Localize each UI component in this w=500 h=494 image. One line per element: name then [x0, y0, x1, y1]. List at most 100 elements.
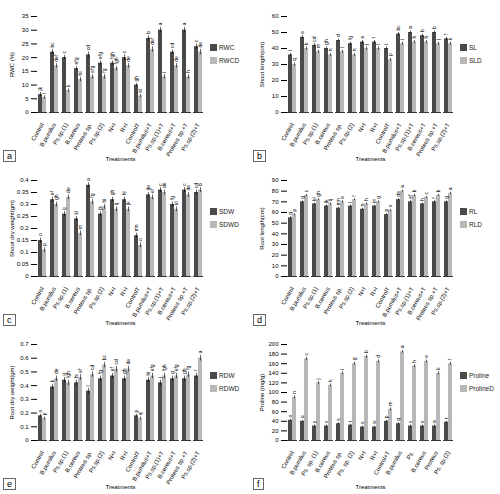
svg-text:q: q	[395, 418, 401, 421]
svg-text:hi: hi	[77, 71, 83, 75]
svg-text:0: 0	[275, 109, 279, 115]
svg-text:l: l	[375, 44, 381, 45]
svg-text:g: g	[299, 196, 305, 199]
svg-text:fgh: fgh	[113, 57, 119, 64]
svg-text:40: 40	[272, 45, 279, 51]
svg-text:N+I: N+I	[357, 286, 367, 298]
svg-text:B.cereus: B.cereus	[410, 450, 427, 474]
svg-text:l: l	[347, 202, 353, 203]
svg-text:60: 60	[272, 409, 279, 415]
svg-text:Proteus sp.: Proteus sp.	[323, 286, 344, 316]
svg-text:0.2: 0.2	[20, 225, 29, 231]
svg-text:i: i	[161, 72, 167, 73]
svg-text:0: 0	[25, 109, 29, 115]
svg-text:o: o	[37, 233, 43, 236]
svg-text:0.4: 0.4	[20, 177, 29, 183]
svg-text:140: 140	[268, 370, 279, 376]
svg-text:gh: gh	[53, 194, 59, 200]
svg-text:h: h	[411, 360, 417, 363]
svg-text:cd: cd	[85, 45, 91, 51]
svg-text:x: x	[359, 421, 365, 424]
svg-text:o: o	[137, 238, 143, 241]
svg-text:n: n	[351, 48, 357, 51]
svg-text:h: h	[185, 70, 191, 73]
svg-text:a: a	[157, 22, 163, 25]
svg-text:Root length(cm): Root length(cm)	[259, 207, 265, 250]
svg-text:j: j	[363, 44, 369, 46]
svg-text:N+I: N+I	[107, 286, 117, 298]
svg-text:f: f	[351, 195, 357, 197]
svg-text:Ps.sp.(2): Ps.sp.(2)	[88, 286, 105, 310]
svg-text:bc: bc	[49, 42, 55, 48]
svg-text:50: 50	[272, 220, 279, 226]
svg-text:kl: kl	[311, 197, 317, 201]
svg-text:c: c	[193, 39, 199, 42]
svg-text:c: c	[61, 50, 67, 53]
svg-text:B.pumilus: B.pumilus	[385, 450, 403, 476]
svg-text:Treatments: Treatments	[105, 156, 135, 162]
svg-text:20: 20	[272, 77, 279, 83]
svg-text:o: o	[387, 204, 393, 207]
svg-text:f: f	[193, 369, 199, 371]
svg-text:h: h	[419, 198, 425, 201]
svg-text:Shoot length(cm): Shoot length(cm)	[259, 42, 265, 88]
svg-text:mn: mn	[133, 224, 139, 231]
svg-text:50: 50	[272, 29, 279, 35]
svg-text:ef: ef	[407, 194, 413, 199]
svg-text:R+I: R+I	[119, 122, 129, 134]
svg-text:i: i	[339, 369, 345, 370]
svg-text:w: w	[371, 420, 377, 424]
svg-text:cd: cd	[89, 364, 95, 370]
svg-text:q: q	[137, 412, 143, 415]
svg-text:b: b	[431, 26, 437, 29]
svg-text:Ps. sp.(2): Ps. sp.(2)	[433, 450, 451, 475]
svg-text:gh: gh	[121, 368, 127, 374]
svg-text:0.15: 0.15	[17, 237, 29, 243]
svg-text:b: b	[363, 350, 369, 353]
svg-text:bc: bc	[101, 355, 107, 361]
svg-text:Ps.sp.(2): Ps.sp.(2)	[338, 286, 355, 310]
svg-text:w: w	[431, 419, 437, 423]
svg-text:120: 120	[268, 380, 279, 386]
svg-text:p: p	[41, 243, 47, 246]
svg-text:fg: fg	[89, 193, 95, 197]
svg-text:b: b	[411, 189, 417, 192]
svg-text:Ps.sp.(2): Ps.sp.(2)	[338, 122, 355, 146]
svg-text:s: s	[335, 418, 341, 421]
svg-text:Root dry weight(gm): Root dry weight(gm)	[9, 365, 15, 419]
svg-text:ij: ij	[61, 207, 67, 209]
svg-text:30: 30	[272, 241, 279, 247]
svg-text:0.3: 0.3	[20, 201, 29, 207]
svg-text:80: 80	[272, 399, 279, 405]
svg-text:efg: efg	[173, 364, 179, 371]
svg-text:f: f	[371, 37, 377, 39]
svg-text:ef: ef	[77, 368, 83, 373]
svg-text:e: e	[359, 36, 365, 39]
svg-text:Treatments: Treatments	[105, 320, 135, 326]
svg-text:de: de	[65, 187, 71, 193]
svg-text:gh: gh	[323, 39, 329, 45]
svg-text:de: de	[197, 42, 203, 48]
svg-text:f: f	[443, 33, 449, 35]
svg-text:i: i	[399, 39, 405, 40]
svg-text:gh: gh	[315, 191, 321, 197]
svg-text:t: t	[347, 420, 353, 422]
svg-text:160: 160	[268, 361, 279, 367]
svg-text:N+I: N+I	[107, 122, 117, 134]
svg-text:gh: gh	[109, 190, 115, 196]
svg-text:a: a	[181, 22, 187, 25]
svg-text:kl: kl	[137, 89, 143, 93]
svg-text:fgh: fgh	[65, 371, 71, 378]
svg-text:e: e	[299, 31, 305, 34]
svg-text:jk: jk	[125, 201, 131, 206]
svg-text:i: i	[287, 50, 293, 51]
svg-text:100: 100	[268, 389, 279, 395]
svg-text:10: 10	[272, 93, 279, 99]
svg-text:g: g	[351, 357, 357, 360]
svg-text:0.1: 0.1	[20, 424, 29, 430]
svg-text:y: y	[311, 420, 317, 423]
svg-text:a: a	[407, 26, 413, 29]
svg-text:j: j	[157, 377, 163, 379]
svg-text:efg: efg	[89, 65, 95, 72]
svg-text:30: 30	[272, 61, 279, 67]
